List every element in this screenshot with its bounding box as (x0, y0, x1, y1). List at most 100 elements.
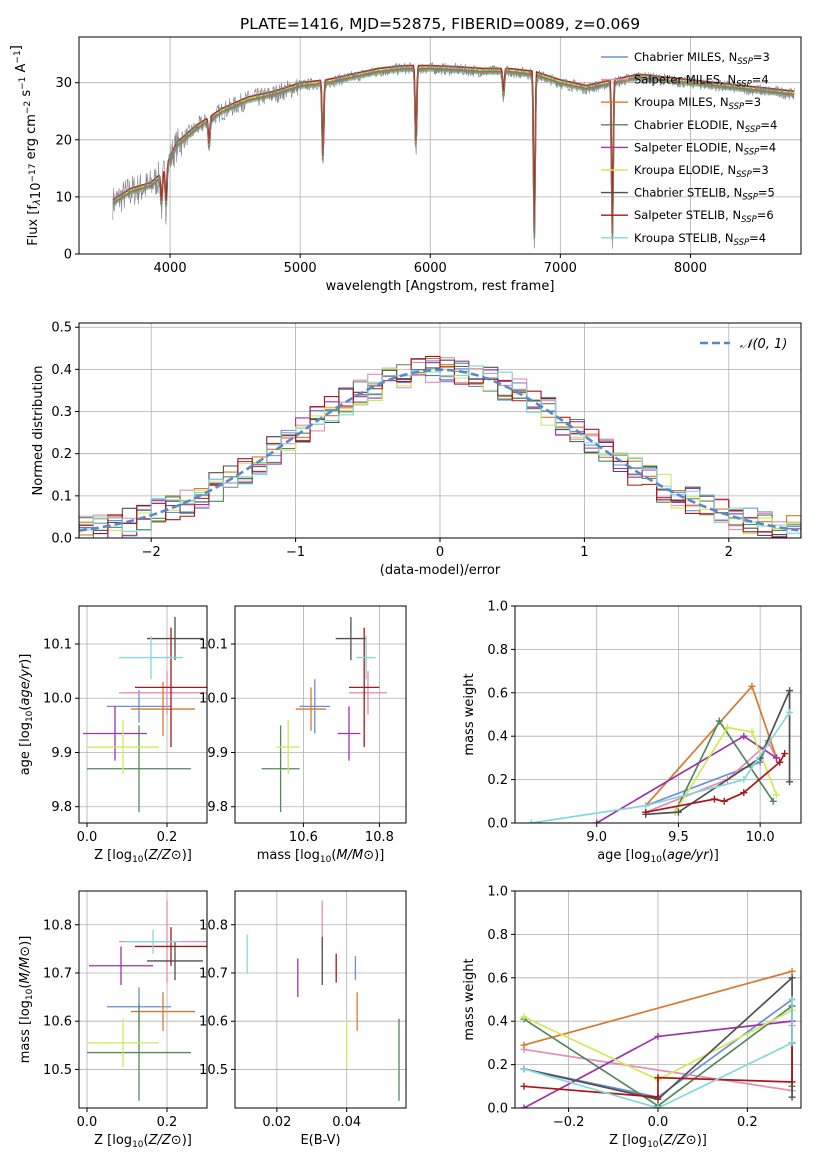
axes-frame (78, 890, 208, 1109)
y-tick-label: 0.4 (51, 363, 72, 378)
y-tick-label: 10.5 (199, 1063, 228, 1078)
errorbar-kroupa_stelib (356, 635, 376, 680)
x-tick-label: −0.2 (553, 1115, 585, 1130)
y-tick-label: 1.0 (487, 885, 508, 900)
normal-reference-curve (79, 368, 799, 532)
y-tick-label: 0.1 (51, 489, 72, 504)
errorbar-kroupa_elodie (87, 719, 159, 775)
mass-weight-marker-salpeter_stelib (654, 1074, 662, 1082)
x-tick-label: −1 (286, 545, 305, 560)
legend-label-normal: 𝒩(0, 1) (740, 337, 787, 352)
mass-weight-marker-salpeter_stelib (781, 750, 789, 758)
plot-area (112, 62, 795, 249)
mass-weight-marker-salpeter_elodie (740, 732, 748, 740)
errorbar-salpeter_elodie (89, 946, 153, 986)
y-tick-label: 10 (55, 190, 72, 205)
legend-label-kroupa_elodie: Kroupa ELODIE, NSSP=3 (634, 163, 769, 180)
y-tick-label: 0.4 (487, 1015, 508, 1030)
y-axis-label: mass [log10(M/M⊙)] (18, 936, 35, 1064)
x-axis-label: age [log10(age/yr)] (597, 848, 719, 865)
axes-frame (234, 605, 407, 824)
axes-frame (234, 890, 407, 1109)
errorbar-chabrier_elodie (261, 725, 300, 813)
x-tick-label: 0.2 (737, 1115, 758, 1130)
x-axis-label: Z [log10(Z/Z⊙)] (94, 848, 192, 865)
y-tick-label: 9.8 (51, 800, 72, 815)
x-tick-label: 0.02 (262, 1115, 291, 1130)
x-axis-label: Z [log10(Z/Z⊙)] (609, 1133, 707, 1150)
x-tick-label: 0.04 (332, 1115, 361, 1130)
legend-label-salpeter_elodie: Salpeter ELODIE, NSSP=4 (634, 140, 776, 157)
mass-weight-marker-salpeter_stelib (740, 789, 748, 797)
axes-frame (78, 36, 802, 255)
errorbar-salpeter_miles (119, 671, 207, 715)
mass-weight-line-kroupa_elodie (674, 726, 778, 813)
x-tick-label: 0.0 (77, 830, 98, 845)
errorbar-kroupa_miles (131, 681, 195, 737)
plot-area (83, 616, 207, 813)
x-axis-label: wavelength [Angstrom, rest frame] (326, 279, 555, 294)
mass-weight-marker-kroupa_stelib (527, 819, 535, 823)
mass-weight-line-salpeter_stelib (645, 753, 786, 813)
y-tick-label: 10.1 (199, 637, 228, 652)
mass-weight-marker-salpeter_stelib (788, 1078, 796, 1086)
mass-weight-marker-kroupa_elodie (748, 728, 756, 736)
x-tick-label: 10.8 (365, 830, 394, 845)
panel-mass_vs_Z: 0.0 0.2 10.5 10.6 10.7 10.8 Z [log10(Z/Z⊙)] mas… (18, 890, 208, 1150)
mass-weight-marker-kroupa_stelib (788, 996, 796, 1003)
axes-frame (514, 605, 802, 824)
data-spectrum-line (112, 62, 795, 249)
y-tick-label: 10.0 (43, 692, 72, 707)
mass-weight-marker-kroupa_elodie (520, 1013, 528, 1021)
errorbar-salpeter_stelib (349, 627, 380, 748)
y-tick-label: 0.0 (487, 1102, 508, 1117)
errorbar-kroupa_elodie (87, 1018, 159, 1068)
gridlines (235, 606, 406, 823)
x-tick-label: 0.2 (157, 1115, 178, 1130)
panel-residuals: −2 −1 0 1 2 0.0 0.1 0.2 0.3 0.4 0.5 (data-model)/er… (31, 321, 802, 578)
legend-label-kroupa_stelib: Kroupa STELIB, NSSP=4 (634, 231, 766, 248)
errorbar-salpeter_stelib (135, 927, 207, 966)
plot-area (87, 900, 207, 1101)
plot-area (261, 616, 387, 813)
y-tick-label: 0.0 (487, 817, 508, 832)
mass-weight-marker-chabrier_stelib (786, 687, 794, 695)
y-tick-label: 10.7 (43, 966, 72, 981)
errorbar-salpeter_stelib (135, 627, 207, 748)
errorbar-kroupa_stelib (119, 635, 183, 680)
model-line-kroupa_elodie (112, 66, 795, 236)
y-tick-label: 10.7 (199, 966, 228, 981)
x-tick-label: −2 (142, 545, 161, 560)
errorbar-kroupa_miles (295, 687, 327, 731)
legend: Chabrier MILES, NSSP=3 Salpeter MILES, NS… (601, 50, 777, 248)
x-tick-label: 1 (580, 545, 588, 560)
legend-label-chabrier_miles: Chabrier MILES, NSSP=3 (634, 50, 770, 67)
errorbar-salpeter_elodie (83, 706, 147, 761)
mass-weight-marker-salpeter_stelib (776, 758, 784, 766)
mass-weight-marker-chabrier_elodie (715, 717, 723, 725)
mass-weight-line-kroupa_miles (523, 970, 793, 1046)
x-tick-label: 0 (436, 545, 444, 560)
x-tick-label: 0.0 (648, 1115, 669, 1130)
y-tick-label: 30 (55, 76, 72, 91)
y-tick-label: 0.6 (487, 971, 508, 986)
y-tick-label: 10.6 (199, 1015, 228, 1030)
y-tick-label: 10.5 (43, 1063, 72, 1078)
y-tick-label: 10.8 (43, 918, 72, 933)
mass-weight-marker-salpeter_stelib (520, 1082, 528, 1090)
errorbar-chabrier_miles (107, 690, 171, 723)
mass-weight-marker-salpeter_elodie (654, 1032, 662, 1040)
model-line-chabrier_elodie (112, 67, 795, 237)
mass-weight-marker-salpeter_elodie (520, 1104, 528, 1108)
y-tick-label: 9.9 (51, 746, 72, 761)
mass-weight-marker-salpeter_stelib (720, 797, 728, 805)
legend-label-chabrier_stelib: Chabrier STELIB, NSSP=5 (634, 186, 775, 203)
x-tick-label: 9.5 (668, 830, 689, 845)
x-tick-label: 9.0 (586, 830, 607, 845)
histogram-salpeter_stelib (79, 355, 801, 538)
mass-weight-marker-chabrier_stelib (674, 808, 682, 816)
errorbar-salpeter_miles (349, 671, 387, 715)
x-tick-label: 5000 (284, 261, 317, 276)
x-tick-label: 2 (725, 545, 733, 560)
x-tick-label: 6000 (414, 261, 447, 276)
